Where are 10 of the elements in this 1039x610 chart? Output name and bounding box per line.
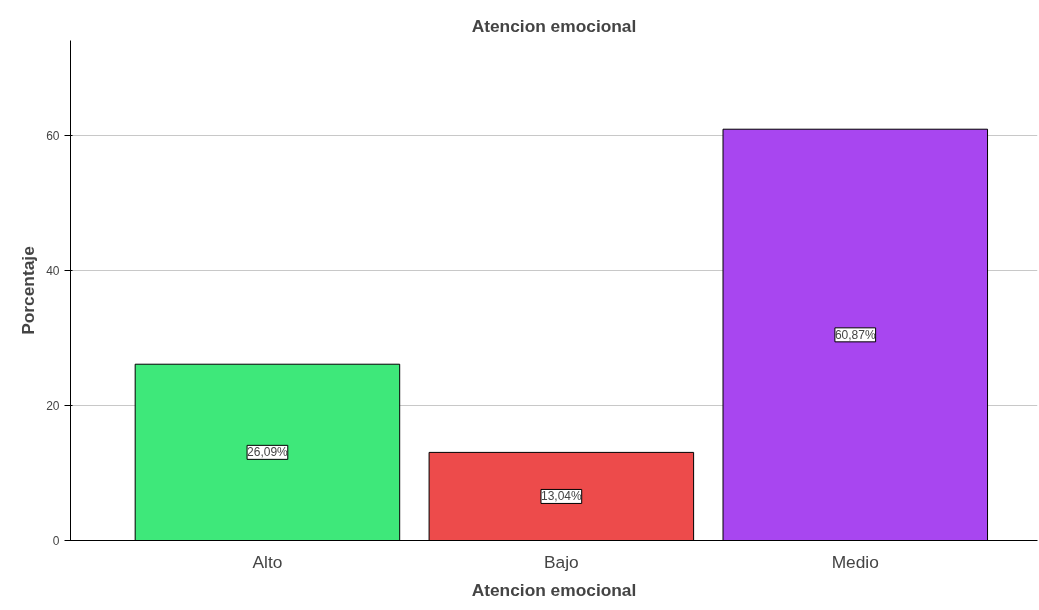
y-tick-label: 60 — [46, 128, 60, 143]
chart-title: Atencion emocional — [471, 15, 637, 36]
y-tick-label: 0 — [52, 534, 60, 548]
x-tick-label: Bajo — [544, 551, 579, 572]
y-tick-label: 20 — [46, 398, 60, 413]
y-axis-title: Porcentaje — [18, 245, 39, 335]
y-tick-label: 40 — [46, 263, 60, 278]
x-axis-title: Atencion emocional — [471, 579, 637, 600]
x-tick-label: Medio — [831, 551, 879, 572]
x-tick-label: Alto — [252, 551, 283, 572]
